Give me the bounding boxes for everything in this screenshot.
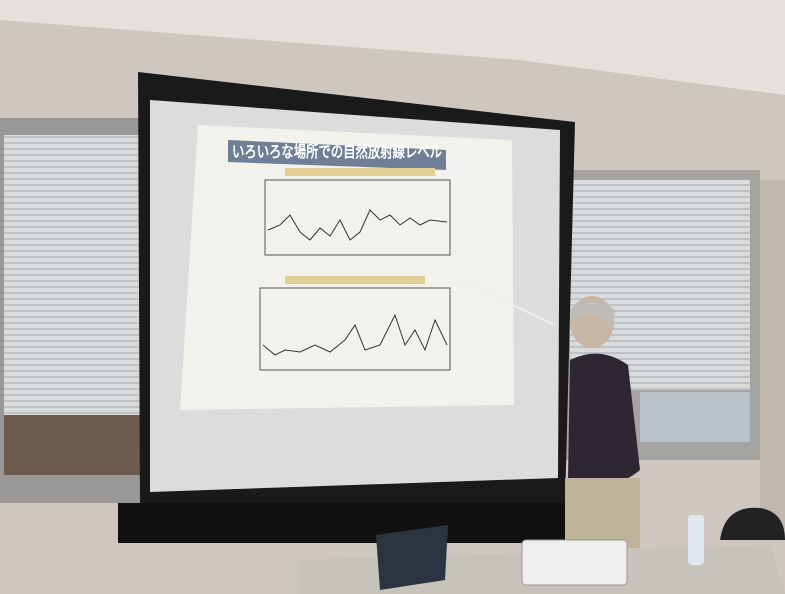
pillar [760, 180, 785, 530]
laptop [376, 525, 448, 590]
trousers [565, 478, 640, 548]
page: いろいろな場所での自然放射線レベル (() => { const data = … [0, 0, 785, 594]
chart-caption [285, 276, 425, 284]
slide-title: いろいろな場所での自然放射線レベル [232, 142, 442, 161]
photo: いろいろな場所での自然放射線レベル [0, 0, 785, 594]
slide [180, 125, 514, 410]
projector [522, 540, 627, 585]
bottle [688, 515, 704, 565]
window-view [640, 392, 750, 442]
blinds [4, 135, 144, 415]
screen-base [118, 503, 568, 543]
window-view [4, 415, 144, 475]
chart-caption [285, 168, 435, 176]
